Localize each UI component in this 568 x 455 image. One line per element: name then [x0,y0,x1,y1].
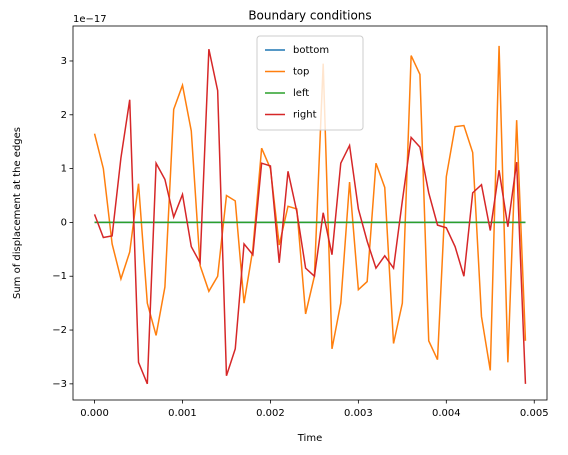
x-tick-label: 0.002 [256,408,285,419]
legend-label: right [293,110,317,121]
legend-box [256,35,364,131]
x-tick-label: 0.004 [432,408,461,419]
x-tick-label: 0.003 [344,408,373,419]
legend-label: left [293,88,309,99]
y-axis-label: Sum of displacement at the edges [12,127,23,299]
x-tick-label: 0.005 [520,408,549,419]
y-tick-label: 3 [61,56,67,67]
axes-frame [72,25,548,401]
legend-label: bottom [293,45,329,56]
y-tick-label: 1 [61,164,67,175]
y-tick-label: −2 [52,325,67,336]
x-tick-label: 0.001 [168,408,197,419]
line-top [93,45,527,371]
x-tick-label: 0.000 [80,408,109,419]
chart-title: Boundary conditions [248,9,371,23]
x-axis-label: Time [297,433,322,444]
offset-label: 1e−17 [73,14,107,25]
y-tick-label: 2 [61,110,67,121]
y-tick-label: −1 [52,271,67,282]
legend-label: top [293,67,309,78]
line-right [93,48,527,385]
y-tick-label: −3 [52,379,67,390]
y-tick-label: 0 [61,217,67,228]
